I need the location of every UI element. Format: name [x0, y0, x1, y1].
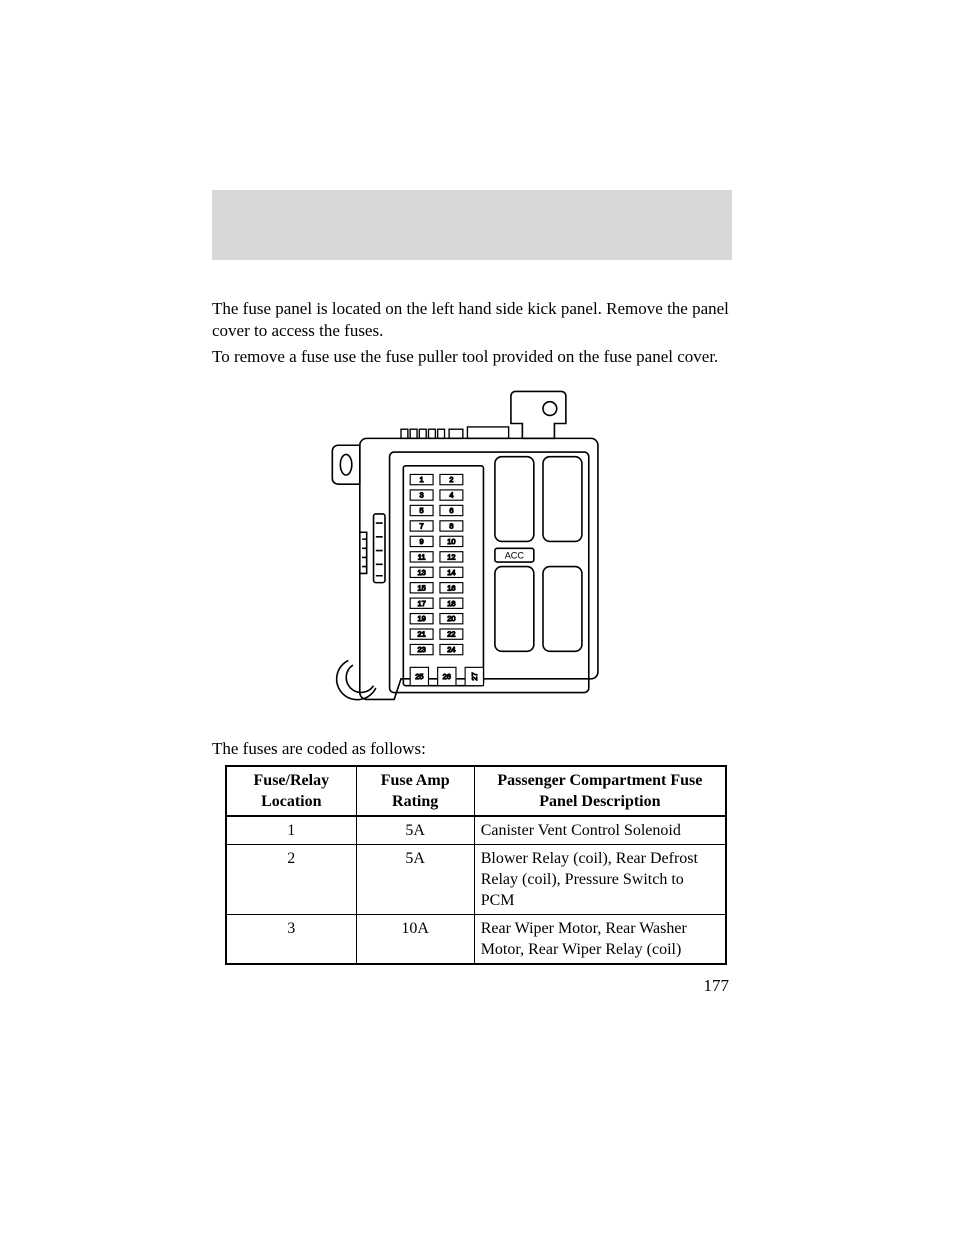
- col-header-line: Panel Description: [481, 791, 719, 812]
- page: The fuse panel is located on the left ha…: [0, 0, 954, 1235]
- fuse-slot-label: 1: [420, 475, 424, 484]
- col-header-line: Rating: [363, 791, 468, 812]
- fuse-slot-label: 12: [447, 552, 455, 561]
- fuse-slot-label: 22: [447, 630, 455, 639]
- fuse-slot-label: 3: [420, 491, 424, 500]
- fuse-slot-label: 14: [447, 568, 455, 577]
- fuse-slot-label: 2: [449, 475, 453, 484]
- body-text: The fuse panel is located on the left ha…: [212, 298, 732, 372]
- cell-amp: 5A: [356, 816, 474, 845]
- fuse-slot-label: 23: [417, 645, 425, 654]
- table-header-row: Fuse/RelayLocation Fuse AmpRating Passen…: [226, 766, 726, 816]
- cell-desc: Rear Wiper Motor, Rear Washer Motor, Rea…: [474, 915, 726, 965]
- col-header-line: Fuse/Relay: [233, 770, 350, 791]
- cell-amp: 10A: [356, 915, 474, 965]
- fuse-panel-svg: 123456789101112131415161718192021222324 …: [322, 388, 622, 720]
- fuse-slot-label: 26: [443, 672, 451, 681]
- cell-desc: Blower Relay (coil), Rear Defrost Relay …: [474, 845, 726, 915]
- fuse-slot-label: 20: [447, 614, 455, 623]
- fuse-slot-label: 15: [417, 583, 425, 592]
- fuse-table: Fuse/RelayLocation Fuse AmpRating Passen…: [225, 765, 727, 965]
- fuse-slot-label: 5: [420, 506, 424, 515]
- acc-label: ACC: [505, 551, 525, 561]
- fuse-slot-label: 9: [420, 537, 424, 546]
- fuse-slot-label: 7: [420, 521, 424, 530]
- table-row: 15ACanister Vent Control Solenoid: [226, 816, 726, 845]
- header-band: [212, 190, 732, 260]
- fuse-slot-label: 25: [415, 672, 423, 681]
- fuse-slot-label: 11: [418, 552, 426, 561]
- fuse-slot-label: 17: [417, 599, 425, 608]
- fuse-slot-label: 19: [417, 614, 425, 623]
- fuse-slot-label: 8: [449, 521, 453, 530]
- col-header-line: Passenger Compartment Fuse: [481, 770, 719, 791]
- fuse-slot-label: 27: [470, 672, 479, 680]
- col-header-location: Fuse/RelayLocation: [226, 766, 356, 816]
- page-number: 177: [704, 976, 730, 996]
- cell-amp: 5A: [356, 845, 474, 915]
- cell-location: 1: [226, 816, 356, 845]
- table-row: 310ARear Wiper Motor, Rear Washer Motor,…: [226, 915, 726, 965]
- cell-location: 3: [226, 915, 356, 965]
- fuse-slot-label: 24: [447, 645, 455, 654]
- fuse-slot-label: 18: [447, 599, 455, 608]
- col-header-amp: Fuse AmpRating: [356, 766, 474, 816]
- col-header-line: Location: [233, 791, 350, 812]
- fuse-slot-label: 10: [447, 537, 455, 546]
- fuse-slot-label: 16: [447, 583, 455, 592]
- cell-location: 2: [226, 845, 356, 915]
- table-caption: The fuses are coded as follows:: [212, 738, 732, 760]
- paragraph-2: To remove a fuse use the fuse puller too…: [212, 346, 732, 368]
- cell-desc: Canister Vent Control Solenoid: [474, 816, 726, 845]
- table-row: 25ABlower Relay (coil), Rear Defrost Rel…: [226, 845, 726, 915]
- fuse-slot-label: 6: [449, 506, 453, 515]
- fuse-panel-diagram: 123456789101112131415161718192021222324 …: [322, 388, 622, 720]
- col-header-line: Fuse Amp: [363, 770, 468, 791]
- paragraph-1: The fuse panel is located on the left ha…: [212, 298, 732, 342]
- fuse-slot-label: 4: [449, 491, 453, 500]
- col-header-desc: Passenger Compartment FusePanel Descript…: [474, 766, 726, 816]
- fuse-slot-label: 13: [417, 568, 425, 577]
- fuse-slot-label: 21: [417, 630, 425, 639]
